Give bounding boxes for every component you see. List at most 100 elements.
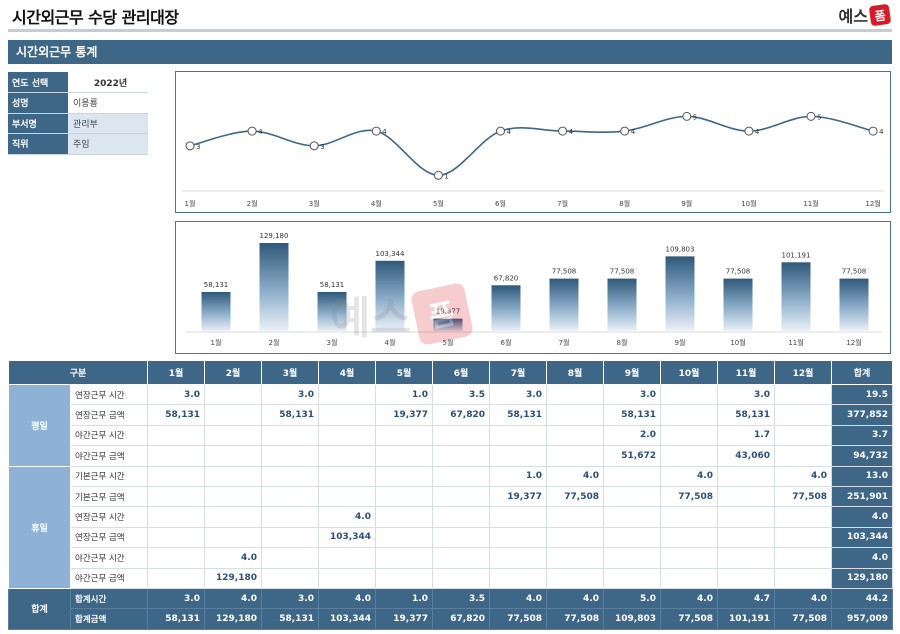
month-cell: [546, 506, 604, 528]
month-cell: [546, 445, 604, 467]
month-cell: 1.0: [489, 465, 547, 487]
amount-bar: [549, 278, 579, 332]
month-cell: [375, 445, 433, 467]
amount-bar: [317, 291, 347, 332]
amount-value-label: 19,377: [436, 308, 461, 316]
hours-line-chart: 3 1월 4 2월 3 3월 4 4월 1 5월 4 6월 4 7월 4 8월 5 9월 4 10월 5 11월 4 12월: [175, 71, 891, 213]
month-cell: 43,060: [717, 445, 775, 467]
table-row: 연장근무 금액 58,131 58,131 19,377 67,820 58,131 58,…: [9, 404, 893, 426]
year-select-label: 연도 선택: [8, 72, 68, 93]
table-row: 연장근무 시간 4.0 4.0: [9, 506, 893, 528]
hours-point: [558, 126, 568, 136]
table-row: 야간근무 시간 4.0 4.0: [9, 547, 893, 569]
row-total-cell: 3.7: [831, 424, 893, 447]
amount-value-label: 101,191: [782, 251, 811, 259]
month-cell: 19,377: [375, 404, 433, 426]
month-cell: [204, 485, 262, 508]
month-cell: [717, 547, 775, 569]
month-cell: 5.0: [603, 587, 661, 610]
month-cell: 3.0: [489, 383, 547, 406]
hours-value-label: 4: [258, 128, 263, 136]
month-cell: [147, 567, 205, 589]
amount-value-label: 77,508: [610, 268, 635, 276]
month-cell: [603, 506, 661, 528]
bar-x-tick-label: 4월: [385, 338, 396, 347]
month-cell: [318, 465, 376, 487]
hours-point: [620, 126, 630, 136]
month-cell: [261, 526, 319, 549]
month-cell: 19,377: [489, 485, 547, 508]
month-cell: [204, 383, 262, 406]
year-select-value[interactable]: 2022년: [68, 72, 148, 93]
row-total-cell: 94,732: [831, 445, 893, 467]
header-category: 구분: [8, 360, 148, 385]
bar-x-tick-label: 5월: [443, 338, 454, 347]
hours-value-label: 3: [320, 143, 324, 151]
month-cell: [261, 465, 319, 487]
month-cell: [147, 485, 205, 508]
month-cell: 67,820: [432, 608, 490, 630]
line-x-tick-label: 4월: [371, 199, 382, 208]
line-x-tick-label: 2월: [247, 199, 258, 208]
hours-point: [496, 126, 505, 136]
month-cell: [432, 506, 490, 528]
row-label: 연장근무 시간: [70, 383, 148, 406]
bar-x-tick-label: 11월: [788, 338, 803, 347]
amount-bar: [607, 278, 637, 332]
month-cell: 77,508: [546, 485, 604, 508]
bar-x-tick-label: 7월: [559, 338, 570, 347]
amount-bar-chart: 58,131 1월 129,180 2월 58,131 3월 103,344 4월 19,377…: [175, 221, 891, 354]
month-cell: 19,377: [375, 608, 433, 630]
month-cell: 77,508: [660, 608, 718, 630]
logo-mark-icon: 폼: [868, 3, 892, 27]
table-row: 야간근무 시간 2.0 1.7 3.7: [9, 424, 893, 447]
amount-value-label: 67,820: [494, 274, 519, 282]
month-cell: 58,131: [603, 404, 661, 426]
header-col: 4월: [318, 360, 376, 385]
row-total-cell: 103,344: [831, 526, 893, 549]
employee-info-table: 연도 선택 2022년 성명 이용룡 부서명 관리부 직위 주임: [8, 72, 148, 155]
row-total-cell: 957,009: [831, 608, 893, 630]
hours-series-line: [189, 115, 874, 177]
month-cell: [603, 567, 661, 589]
month-cell: 3.0: [603, 383, 661, 406]
amount-value-label: 129,180: [260, 232, 289, 240]
hours-point: [806, 111, 816, 121]
line-x-tick-label: 11월: [803, 199, 818, 208]
amount-value-label: 77,508: [842, 268, 867, 276]
row-label: 야간근무 금액: [70, 445, 148, 467]
month-cell: [774, 526, 832, 549]
row-total-cell: 19.5: [831, 383, 893, 406]
month-cell: [660, 404, 718, 426]
month-cell: [717, 506, 775, 528]
table-row: 야간근무 금액 51,672 43,060 94,732: [9, 445, 893, 467]
table-row: 합계 합계시간 3.0 4.0 3.0 4.0 1.0 3.5 4.0 4.0 5.0 4.0 4.7 4…: [8, 587, 893, 630]
month-cell: [261, 547, 319, 569]
hours-value-label: 4: [755, 128, 760, 136]
month-cell: [660, 506, 718, 528]
position-label: 직위: [8, 133, 68, 155]
table-row: 연장근무 금액 103,344 103,344: [9, 526, 893, 549]
month-cell: [432, 424, 490, 447]
group-label: 평일: [8, 384, 71, 467]
position-value: 주임: [68, 133, 148, 155]
hours-value-label: 4: [507, 128, 512, 136]
amount-bar: [839, 278, 869, 332]
month-cell: [432, 567, 490, 589]
title-divider: [8, 29, 892, 32]
month-cell: [774, 445, 832, 467]
brand-logo: 예스 폼: [839, 3, 892, 27]
line-x-tick-label: 6월: [495, 199, 506, 208]
row-label: 기본근무 시간: [70, 465, 148, 487]
month-cell: [603, 465, 661, 487]
header-col: 5월: [375, 360, 433, 385]
hours-value-label: 4: [631, 128, 636, 136]
bar-x-tick-label: 6월: [501, 338, 512, 347]
month-cell: [432, 465, 490, 487]
month-cell: 4.0: [204, 547, 262, 569]
month-cell: [774, 404, 832, 426]
month-cell: [261, 424, 319, 447]
hours-value-label: 3: [196, 143, 200, 151]
month-cell: 3.5: [432, 587, 490, 610]
header-col: 12월: [774, 360, 832, 385]
